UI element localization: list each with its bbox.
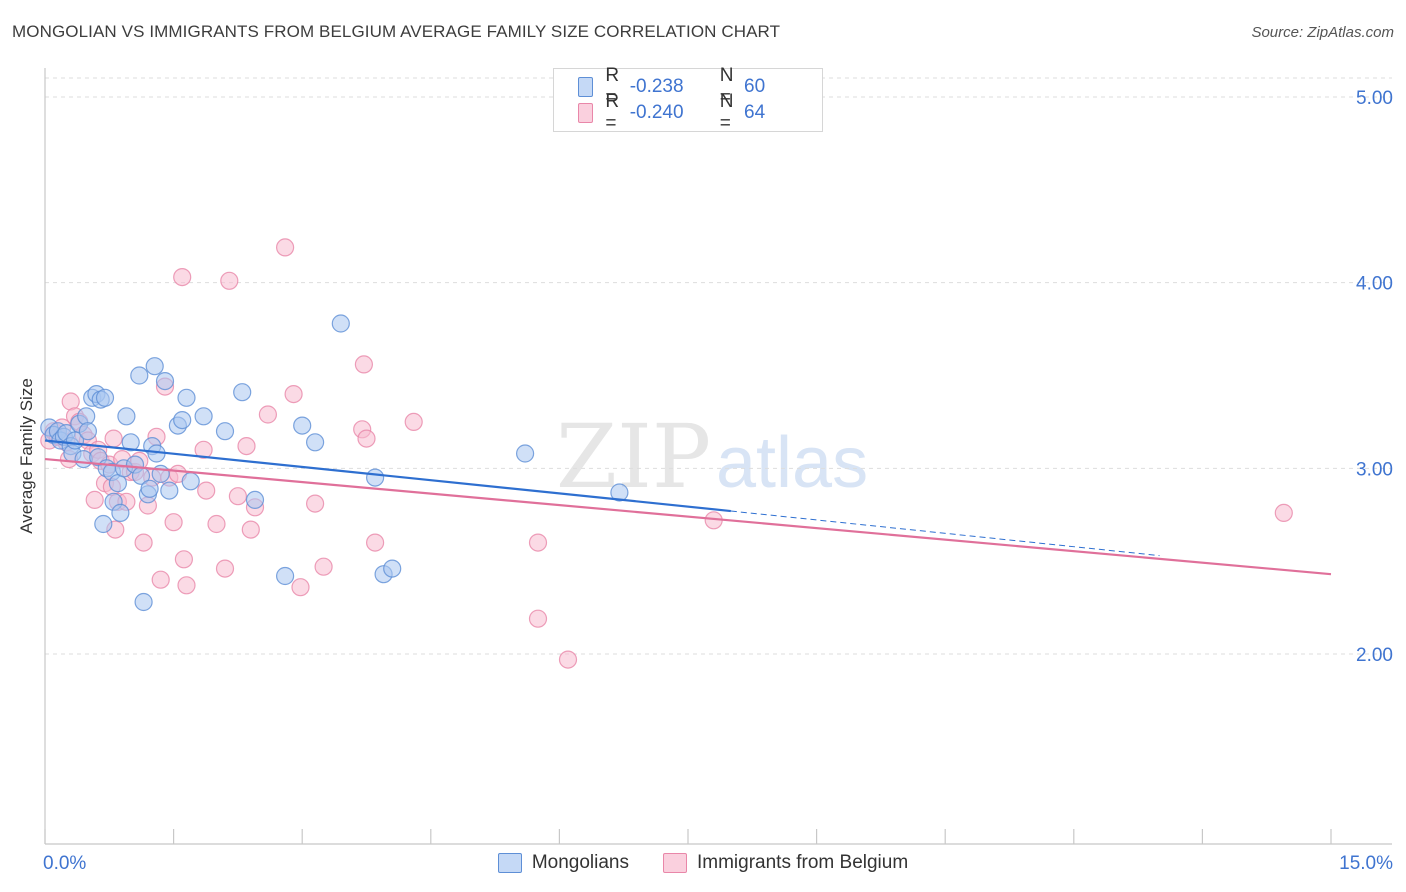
trend-line-mongolians-extrapolated [730,510,1160,557]
data-point-belgium [291,578,310,597]
chart-source: Source: ZipAtlas.com [1251,24,1394,41]
legend-r-label: R = [605,65,620,108]
data-point-mongolians [121,433,140,452]
series-legend-swatch-mongolians [497,853,522,873]
data-point-mongolians [134,592,153,612]
data-point-mongolians [160,481,179,500]
data-point-belgium [228,487,247,506]
data-point-mongolians [145,357,164,376]
data-point-mongolians [95,388,115,407]
data-point-mongolians [78,422,98,441]
chart-title: MONGOLIAN VS IMMIGRANTS FROM BELGIUM AVE… [12,22,781,41]
data-point-mongolians [366,468,385,487]
data-point-belgium [354,355,373,374]
legend-row-mongolians: R = -0.238 N = 60 [578,65,822,108]
data-point-mongolians [245,490,265,509]
y-tick-label: 3.00 [1356,459,1393,480]
series-legend-label-belgium: Immigrants from Belgium [697,852,909,873]
series-legend: Mongolians Immigrants from Belgium [0,852,1406,874]
data-point-mongolians [610,483,629,502]
data-point-belgium [558,650,578,669]
legend-n-value-belgium: 64 [744,102,766,123]
data-point-mongolians [111,503,130,523]
watermark-zip: ZIP [556,405,711,508]
legend-swatch-belgium [578,103,594,123]
data-point-mongolians [94,514,113,534]
data-point-mongolians [173,411,192,430]
data-point-mongolians [215,422,235,441]
data-point-belgium [220,271,239,290]
data-point-belgium [314,557,333,576]
x-tick-label-max: 15.0% [1339,853,1393,874]
data-point-belgium [366,533,385,552]
data-point-mongolians [181,472,200,491]
correlation-legend: R = -0.238 N = 60 R = -0.240 N = 64 [553,65,823,134]
y-tick-label: 4.00 [1356,274,1393,295]
watermark-atlas: atlas [716,423,868,503]
data-point-mongolians [177,388,196,407]
series-legend-item-mongolians[interactable]: Mongolians [497,852,629,874]
data-point-mongolians [130,366,149,385]
y-tick-label: 2.00 [1356,645,1393,666]
data-point-belgium [215,559,235,578]
data-point-belgium [404,412,423,431]
data-point-belgium [306,494,325,513]
series-legend-item-belgium[interactable]: Immigrants from Belgium [663,852,908,874]
data-point-belgium [104,429,123,448]
legend-swatch-mongolians [578,77,594,97]
legend-r-label: R = [605,91,620,134]
data-point-belgium [197,481,216,500]
data-point-belgium [173,268,192,287]
legend-r-value-mongolians: -0.238 [629,76,684,97]
data-point-belgium [1274,503,1293,523]
data-point-belgium [194,440,213,459]
data-point-belgium [528,609,548,628]
data-point-belgium [151,570,170,589]
legend-n-value-mongolians: 60 [744,76,766,97]
data-point-mongolians [383,559,402,578]
data-point-belgium [258,405,277,424]
trend-line-belgium [44,457,1332,576]
data-point-belgium [174,550,193,569]
trend-line-mongolians [44,439,731,513]
data-point-belgium [164,513,183,532]
data-point-belgium [237,437,256,456]
data-point-belgium [241,520,260,539]
data-point-mongolians [331,314,350,333]
legend-n-label: N = [719,65,734,108]
data-point-belgium [276,238,295,257]
y-axis-label: Average Family Size [17,378,36,534]
data-point-belgium [284,385,303,404]
data-point-mongolians [276,566,295,586]
data-point-mongolians [515,444,535,463]
data-point-mongolians [293,416,312,435]
data-point-belgium [528,533,548,552]
data-point-mongolians [77,407,96,426]
x-tick-label-min: 0.0% [43,853,86,874]
series-legend-swatch-belgium [663,853,687,873]
legend-row-belgium: R = -0.240 N = 64 [578,91,822,134]
y-tick-label: 5.00 [1356,88,1393,109]
data-point-mongolians [194,407,213,426]
data-point-mongolians [140,479,159,498]
data-point-mongolians [306,433,325,452]
data-point-belgium [177,576,196,595]
legend-r-value-belgium: -0.240 [629,102,684,123]
data-point-belgium [134,533,153,552]
data-point-belgium [207,514,226,534]
data-point-mongolians [233,383,252,402]
data-point-belgium [85,490,104,509]
legend-n-label: N = [719,91,734,134]
data-point-belgium [357,429,376,448]
data-point-mongolians [155,372,175,391]
data-point-mongolians [117,407,136,426]
series-legend-label-mongolians: Mongolians [531,852,629,873]
